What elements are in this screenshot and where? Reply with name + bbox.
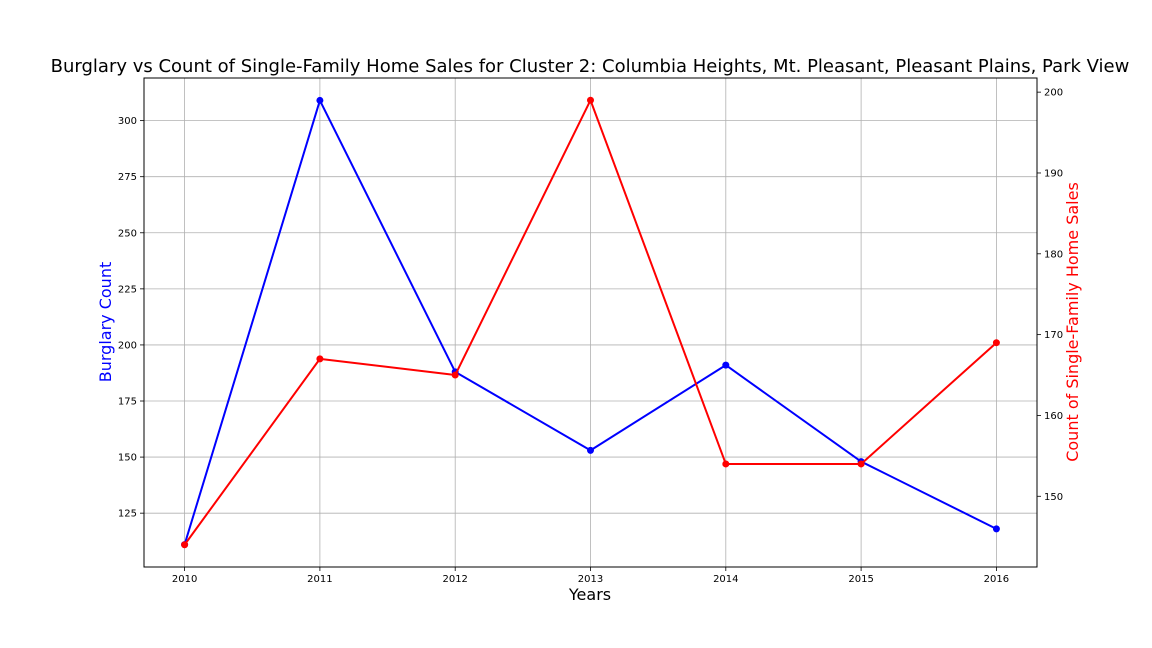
chart-title: Burglary vs Count of Single-Family Home … (51, 56, 1130, 77)
left-y-tick-label: 250 (118, 228, 137, 239)
left-y-tick-label: 150 (118, 453, 137, 464)
left-y-tick-label: 200 (118, 340, 137, 351)
right-y-axis-title: Count of Single-Family Home Sales (1063, 182, 1082, 462)
burglary-data-point (722, 361, 730, 369)
left-y-tick-label: 125 (118, 509, 137, 520)
home-sales-data-point (316, 355, 324, 363)
x-tick-label: 2016 (984, 574, 1009, 585)
home-sales-data-point (857, 460, 865, 468)
x-tick-label: 2015 (848, 574, 873, 585)
right-y-tick-label: 160 (1044, 411, 1063, 422)
x-tick-label: 2014 (713, 574, 738, 585)
right-y-tick-label: 190 (1044, 168, 1063, 179)
left-y-tick-label: 300 (118, 116, 137, 127)
home-sales-data-point (722, 460, 730, 468)
grid-lines (144, 78, 1037, 567)
home-sales-data-point (992, 339, 1000, 347)
x-tick-label: 2010 (172, 574, 197, 585)
burglary-data-point (992, 525, 1000, 533)
burglary-data-point (587, 446, 594, 454)
x-tick-label: 2012 (442, 574, 467, 585)
home-sales-data-point (451, 371, 459, 379)
left-y-tick-label: 275 (118, 172, 137, 183)
burglary-data-point (316, 96, 324, 104)
x-axis-title: Years (568, 585, 611, 604)
x-tick-label: 2013 (578, 574, 603, 585)
home-sales-data-point (181, 541, 189, 549)
left-y-axis-title: Burglary Count (96, 262, 115, 382)
right-y-tick-label: 180 (1044, 249, 1063, 260)
left-y-tick-label: 175 (118, 397, 137, 408)
x-axis: 2010 2011 2012 2013 2014 2015 2016 (172, 567, 1009, 585)
right-y-tick-label: 170 (1044, 330, 1063, 341)
series-layer (181, 96, 1000, 549)
right-y-axis: 150 160 170 180 190 200 (1037, 88, 1063, 503)
right-y-tick-label: 200 (1044, 88, 1063, 99)
home-sales-data-point (587, 96, 594, 104)
right-y-tick-label: 150 (1044, 492, 1063, 503)
left-y-tick-label: 225 (118, 284, 137, 295)
x-tick-label: 2011 (307, 574, 332, 585)
left-y-axis: 125 150 175 200 225 250 275 300 (118, 116, 144, 520)
